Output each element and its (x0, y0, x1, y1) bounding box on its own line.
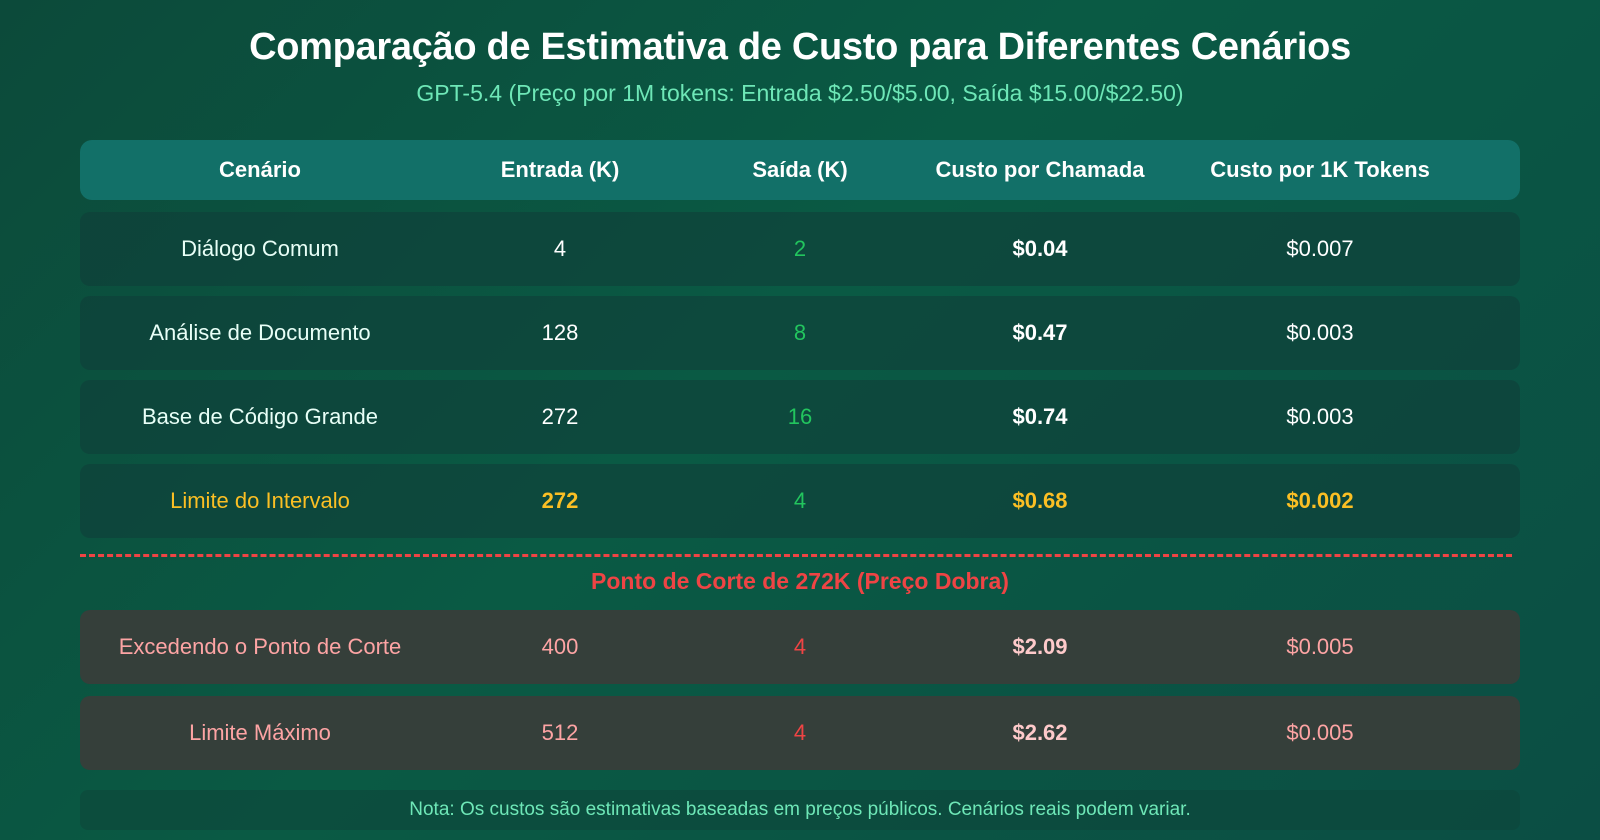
input-cell: 512 (541, 720, 579, 745)
per-1k-cell: $0.005 (1286, 720, 1354, 745)
table-row: Diálogo Comum 4 2 $0.04 $0.007 (80, 212, 1520, 286)
output-cell: 8 (793, 320, 807, 345)
input-cell: 272 (541, 488, 579, 513)
per-1k-cell: $0.007 (1286, 236, 1354, 261)
table-row-over: Limite Máximo 512 4 $2.62 $0.005 (80, 696, 1520, 770)
input-cell: 128 (541, 320, 579, 345)
scenario-cell: Excedendo o Ponto de Corte (118, 634, 402, 659)
output-cell: 4 (793, 634, 807, 659)
header-scenario: Cenário (219, 157, 301, 182)
over-cutoff-table: Excedendo o Ponto de Corte 400 4 $2.09 $… (80, 610, 1520, 770)
table-row: Análise de Documento 128 8 $0.47 $0.003 (80, 296, 1520, 370)
output-cell: 4 (793, 720, 807, 745)
cost-cell: $2.09 (1012, 634, 1068, 659)
header-cost-per-1k: Custo por 1K Tokens (1210, 157, 1430, 182)
output-cell: 16 (787, 404, 813, 429)
cost-cell: $0.74 (1012, 404, 1068, 429)
input-cell: 4 (553, 236, 567, 261)
cutoff-label: Ponto de Corte de 272K (Preço Dobra) (591, 568, 1009, 594)
per-1k-cell: $0.003 (1286, 320, 1354, 345)
page-subtitle: GPT-5.4 (Preço por 1M tokens: Entrada $2… (416, 80, 1184, 106)
input-cell: 400 (541, 634, 579, 659)
table-header: Cenário Entrada (K) Saída (K) Custo por … (80, 140, 1520, 200)
header-cost-per-call: Custo por Chamada (935, 157, 1145, 182)
cost-cell: $0.04 (1012, 236, 1068, 261)
table-body: Diálogo Comum 4 2 $0.04 $0.007 Análise d… (80, 212, 1520, 538)
output-cell: 2 (793, 236, 807, 261)
scenario-cell: Limite Máximo (189, 720, 331, 745)
cutoff-divider (80, 554, 1512, 557)
page-title: Comparação de Estimativa de Custo para D… (249, 26, 1351, 68)
table-row-over: Excedendo o Ponto de Corte 400 4 $2.09 $… (80, 610, 1520, 684)
cost-table: Cenário Entrada (K) Saída (K) Custo por … (80, 140, 1520, 538)
table-row: Base de Código Grande 272 16 $0.74 $0.00… (80, 380, 1520, 454)
scenario-cell: Base de Código Grande (141, 404, 379, 429)
input-cell: 272 (541, 404, 579, 429)
scenario-cell: Diálogo Comum (181, 236, 339, 261)
scenario-cell: Limite do Intervalo (170, 488, 350, 513)
per-1k-cell: $0.005 (1286, 634, 1354, 659)
cost-cell: $0.68 (1012, 488, 1068, 513)
header-input: Entrada (K) (500, 157, 620, 182)
footnote: Nota: Os custos são estimativas baseadas… (80, 790, 1520, 830)
output-cell: 4 (793, 488, 807, 513)
cost-cell: $0.47 (1012, 320, 1068, 345)
cost-cell: $2.62 (1012, 720, 1068, 745)
table-row-boundary: Limite do Intervalo 272 4 $0.68 $0.002 (80, 464, 1520, 538)
per-1k-cell: $0.002 (1286, 488, 1354, 513)
per-1k-cell: $0.003 (1286, 404, 1354, 429)
scenario-cell: Análise de Documento (149, 320, 371, 345)
header-output: Saída (K) (752, 157, 848, 182)
